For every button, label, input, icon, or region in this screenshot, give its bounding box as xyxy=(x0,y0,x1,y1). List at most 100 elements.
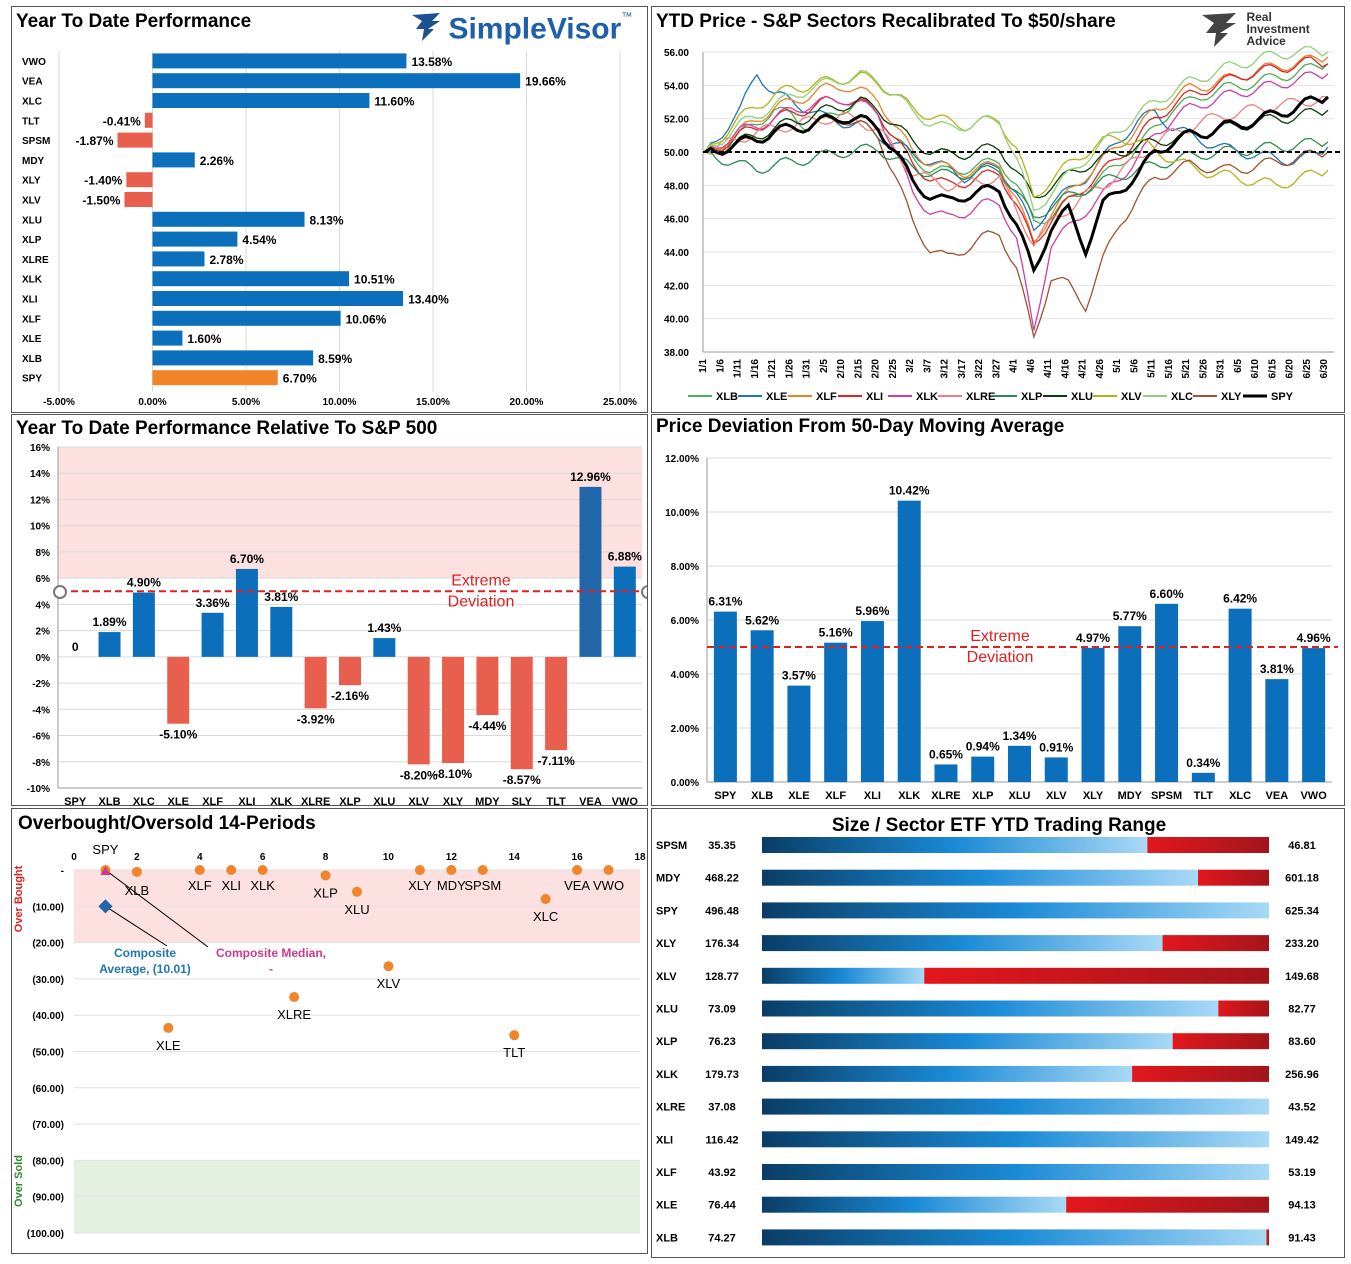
dev-data-label: 3.81% xyxy=(1260,662,1294,676)
dev-category-label: VEA xyxy=(1266,790,1289,802)
relative-title: Year To Date Performance Relative To S&P… xyxy=(16,418,438,439)
obos-x-tick-label: 12 xyxy=(446,852,458,863)
range-ticker-label: XLU xyxy=(656,1004,678,1016)
obos-point-label: XLI xyxy=(221,878,241,893)
rel-category-label: TLT xyxy=(546,796,566,806)
price-x-tick-label: 1/1 xyxy=(698,359,709,373)
ytd-bar-spy xyxy=(152,370,278,386)
dev-data-label: 0.94% xyxy=(966,740,1000,754)
range-ticker-label: XLB xyxy=(656,1232,678,1244)
dev-bar-xlv xyxy=(1044,757,1068,782)
obos-composite-median-label-2: - xyxy=(269,962,273,976)
obos-point-label: SPY xyxy=(92,842,118,857)
price-line-xlv xyxy=(704,71,1329,198)
range-bar-blue-spy xyxy=(762,902,1269,919)
rel-bar-xlv xyxy=(407,656,430,765)
price-y-tick-label: 40.00 xyxy=(664,315,689,326)
ytd-category-label: XLB xyxy=(22,354,42,365)
price-x-tick-label: 4/1 xyxy=(1009,359,1020,373)
ytd-x-tick-label: 15.00% xyxy=(416,397,450,408)
range-low-label: 74.27 xyxy=(708,1232,736,1244)
price-line-chart: 38.00 40.00 42.00 44.00 46.00 48.00 50.00 52.00… xyxy=(664,45,1342,403)
dev-data-label: 5.62% xyxy=(745,613,779,627)
range-bar-blue-mdy xyxy=(762,869,1199,886)
obos-y-tick-label: (30.00) xyxy=(32,975,64,986)
range-bar-blue-xlf xyxy=(762,1164,1269,1180)
rel-data-label: -8.20% xyxy=(400,768,438,782)
trading-range-panel: Size / Sector ETF YTD Trading Range SPSM… xyxy=(651,808,1345,1258)
ytd-bar-mdy xyxy=(152,152,195,168)
obos-y-tick-label: - xyxy=(61,866,64,877)
rel-category-label: XLU xyxy=(373,796,395,806)
price-x-tick-label: 3/2 xyxy=(905,359,916,373)
rel-category-label: XLV xyxy=(408,796,429,806)
price-x-tick-label: 6/20 xyxy=(1285,359,1296,379)
ytd-bar-chart: -5.00% 0.00% 5.00% 10.00% 15.00% 20.00% 25.00%… xyxy=(22,51,637,408)
dev-category-label: SPSM xyxy=(1151,790,1182,802)
rel-y-tick-label: 14% xyxy=(30,469,50,480)
obos-y-tick-label: (10.00) xyxy=(32,902,64,913)
price-x-tick-label: 1/16 xyxy=(750,359,761,379)
ytd-data-label: -0.41% xyxy=(103,114,141,128)
range-ticker-label: SPY xyxy=(656,905,679,917)
rel-y-tick-label: 2% xyxy=(36,627,51,638)
rel-bar-xlb xyxy=(98,632,121,657)
range-bar-red-xlu xyxy=(1218,1000,1269,1017)
range-low-label: 179.73 xyxy=(705,1069,739,1081)
ytd-data-label: 2.78% xyxy=(209,253,243,267)
range-ticker-label: XLE xyxy=(656,1200,677,1212)
rel-bar-xlp xyxy=(339,656,361,686)
dev-data-label: 0.34% xyxy=(1186,756,1220,770)
ytd-category-label: VEA xyxy=(22,77,43,88)
rel-y-tick-label: 4% xyxy=(36,600,51,611)
range-high-label: 149.42 xyxy=(1285,1134,1319,1146)
rel-category-label: XLK xyxy=(270,796,292,806)
obos-composite-median-label-1: Composite Median, xyxy=(216,946,326,960)
ytd-category-label: XLK xyxy=(22,275,43,286)
rel-category-label: XLF xyxy=(202,796,223,806)
dev-y-tick-label: 6.00% xyxy=(671,616,699,627)
price-x-tick-label: 4/6 xyxy=(1026,359,1037,373)
dev-data-label: 3.57% xyxy=(782,669,816,683)
price-legend-label: XLI xyxy=(866,391,883,403)
ytd-x-tick-label: 20.00% xyxy=(510,397,544,408)
rel-y-tick-label: 0% xyxy=(36,653,51,664)
rel-y-tick-label: 6% xyxy=(36,574,51,585)
range-bar-blue-xlp xyxy=(762,1033,1173,1050)
obos-y-tick-label: (60.00) xyxy=(32,1084,64,1095)
price-legend-label: SPY xyxy=(1271,391,1294,403)
obos-point-xlu xyxy=(352,886,362,897)
price-x-tick-label: 2/5 xyxy=(819,359,830,373)
ytd-category-label: XLE xyxy=(22,334,42,345)
ytd-category-label: XLI xyxy=(22,295,38,306)
range-ticker-label: XLRE xyxy=(656,1102,685,1114)
range-low-label: 76.23 xyxy=(708,1036,736,1048)
ytd-bar-xlv xyxy=(124,192,153,207)
range-low-label: 76.44 xyxy=(708,1200,736,1212)
price-y-tick-label: 44.00 xyxy=(664,248,689,259)
eagle-icon xyxy=(410,11,444,48)
ytd-data-label: 4.54% xyxy=(242,233,276,247)
price-legend-label: XLV xyxy=(1121,391,1142,403)
rel-bar-xlre xyxy=(304,656,327,709)
obos-panel: Overbought/Oversold 14-Periods - (10.00) (… xyxy=(11,808,648,1254)
rel-y-tick-label: 8% xyxy=(36,548,51,559)
range-low-label: 43.92 xyxy=(708,1167,736,1179)
obos-x-tick-label: 2 xyxy=(134,852,140,863)
price-line-xlk xyxy=(704,71,1329,331)
dev-data-label: 6.31% xyxy=(708,595,742,609)
obos-point-tlt xyxy=(509,1030,520,1041)
ytd-category-label: XLP xyxy=(22,235,42,246)
range-high-label: 233.20 xyxy=(1285,938,1319,950)
obos-y-tick-label: (70.00) xyxy=(32,1120,64,1131)
price-x-tick-label: 6/30 xyxy=(1319,359,1330,379)
price-x-tick-label: 6/5 xyxy=(1233,359,1244,373)
price-y-tick-label: 38.00 xyxy=(664,348,689,359)
rel-category-label: XLE xyxy=(168,796,189,806)
price-x-tick-label: 2/10 xyxy=(836,359,847,379)
trading-range-chart: SPSM 35.35 46.81 MDY 468.22 601.18 SPY 496.48 62… xyxy=(656,837,1320,1246)
price-x-tick-label: 6/15 xyxy=(1267,359,1278,379)
rel-y-tick-label: -10% xyxy=(27,784,50,795)
dev-category-label: XLY xyxy=(1083,790,1104,802)
deviation-bar-chart: 0.00% 2.00% 4.00% 6.00% 8.00% 10.00% 12.00% SPY… xyxy=(665,454,1338,802)
